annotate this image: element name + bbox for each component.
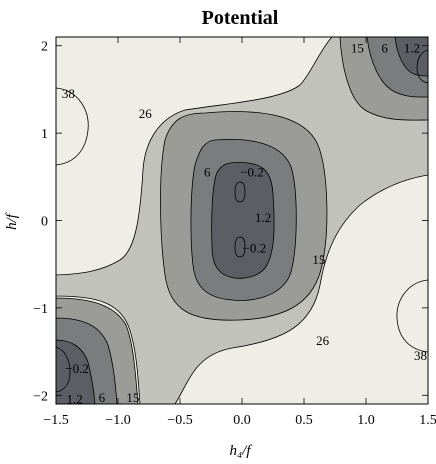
contour-38-right (396, 279, 428, 353)
contour-label: 15 (312, 252, 325, 267)
y-tick-label: −2 (33, 389, 48, 404)
contour-minus-0-2-upper (234, 181, 246, 203)
x-axis: −1.5 −1.0 −0.5 0.0 0.5 1.0 1.5 (43, 37, 436, 428)
x-tick-label: 0.5 (295, 413, 313, 428)
y-tick-label: 2 (41, 40, 48, 55)
contour-minus-0-2-tr (416, 49, 428, 84)
band-1-2-corner-tr (394, 37, 428, 77)
x-tick-label: 0.0 (233, 413, 251, 428)
y-axis: −2 −1 0 1 2 (33, 40, 428, 404)
contour-label: 26 (316, 333, 330, 348)
contour-label: 1.2 (66, 392, 82, 407)
contour-labels: 38 26 15 6 1.2 6 −0.2 1.2 −0.2 15 26 38 −0.2 1.2 6 15 (62, 40, 427, 406)
x-tick-label: −1.0 (105, 413, 130, 428)
x-tick-label: −1.5 (43, 413, 68, 428)
x-tick-label: 1.5 (419, 413, 436, 428)
x-tick-label: 1.0 (357, 413, 375, 428)
y-axis-label: h/f (4, 212, 20, 230)
contour-minus-0-2-bl (56, 346, 71, 393)
x-tick-label: −0.5 (167, 413, 192, 428)
contour-label: 6 (381, 40, 388, 55)
contour-label: −0.2 (243, 240, 267, 255)
contour-minus-0-2-lower (234, 236, 246, 258)
chart-title: Potential (202, 7, 279, 29)
contour-label: 15 (126, 390, 139, 405)
contour-label: −0.2 (65, 361, 89, 376)
contour-label: 26 (139, 106, 153, 121)
contour-label: 6 (204, 164, 211, 179)
contour-38-left (56, 87, 89, 166)
contour-label: 6 (99, 390, 106, 405)
plot-area (56, 37, 428, 404)
y-tick-label: −1 (33, 302, 48, 317)
band-1-2-center (211, 162, 275, 279)
contour-label: 15 (351, 40, 364, 55)
contour-label: 38 (62, 86, 75, 101)
x-axis-label: h₄/f (229, 443, 252, 459)
y-tick-label: 0 (41, 215, 48, 230)
contour-label: 1.2 (255, 210, 271, 225)
contour-label: 38 (414, 348, 427, 363)
contour-label: −0.2 (240, 164, 264, 179)
band-1-2-corner-bl (56, 339, 96, 404)
y-tick-label: 1 (41, 127, 48, 142)
contour-label: 1.2 (404, 40, 420, 55)
